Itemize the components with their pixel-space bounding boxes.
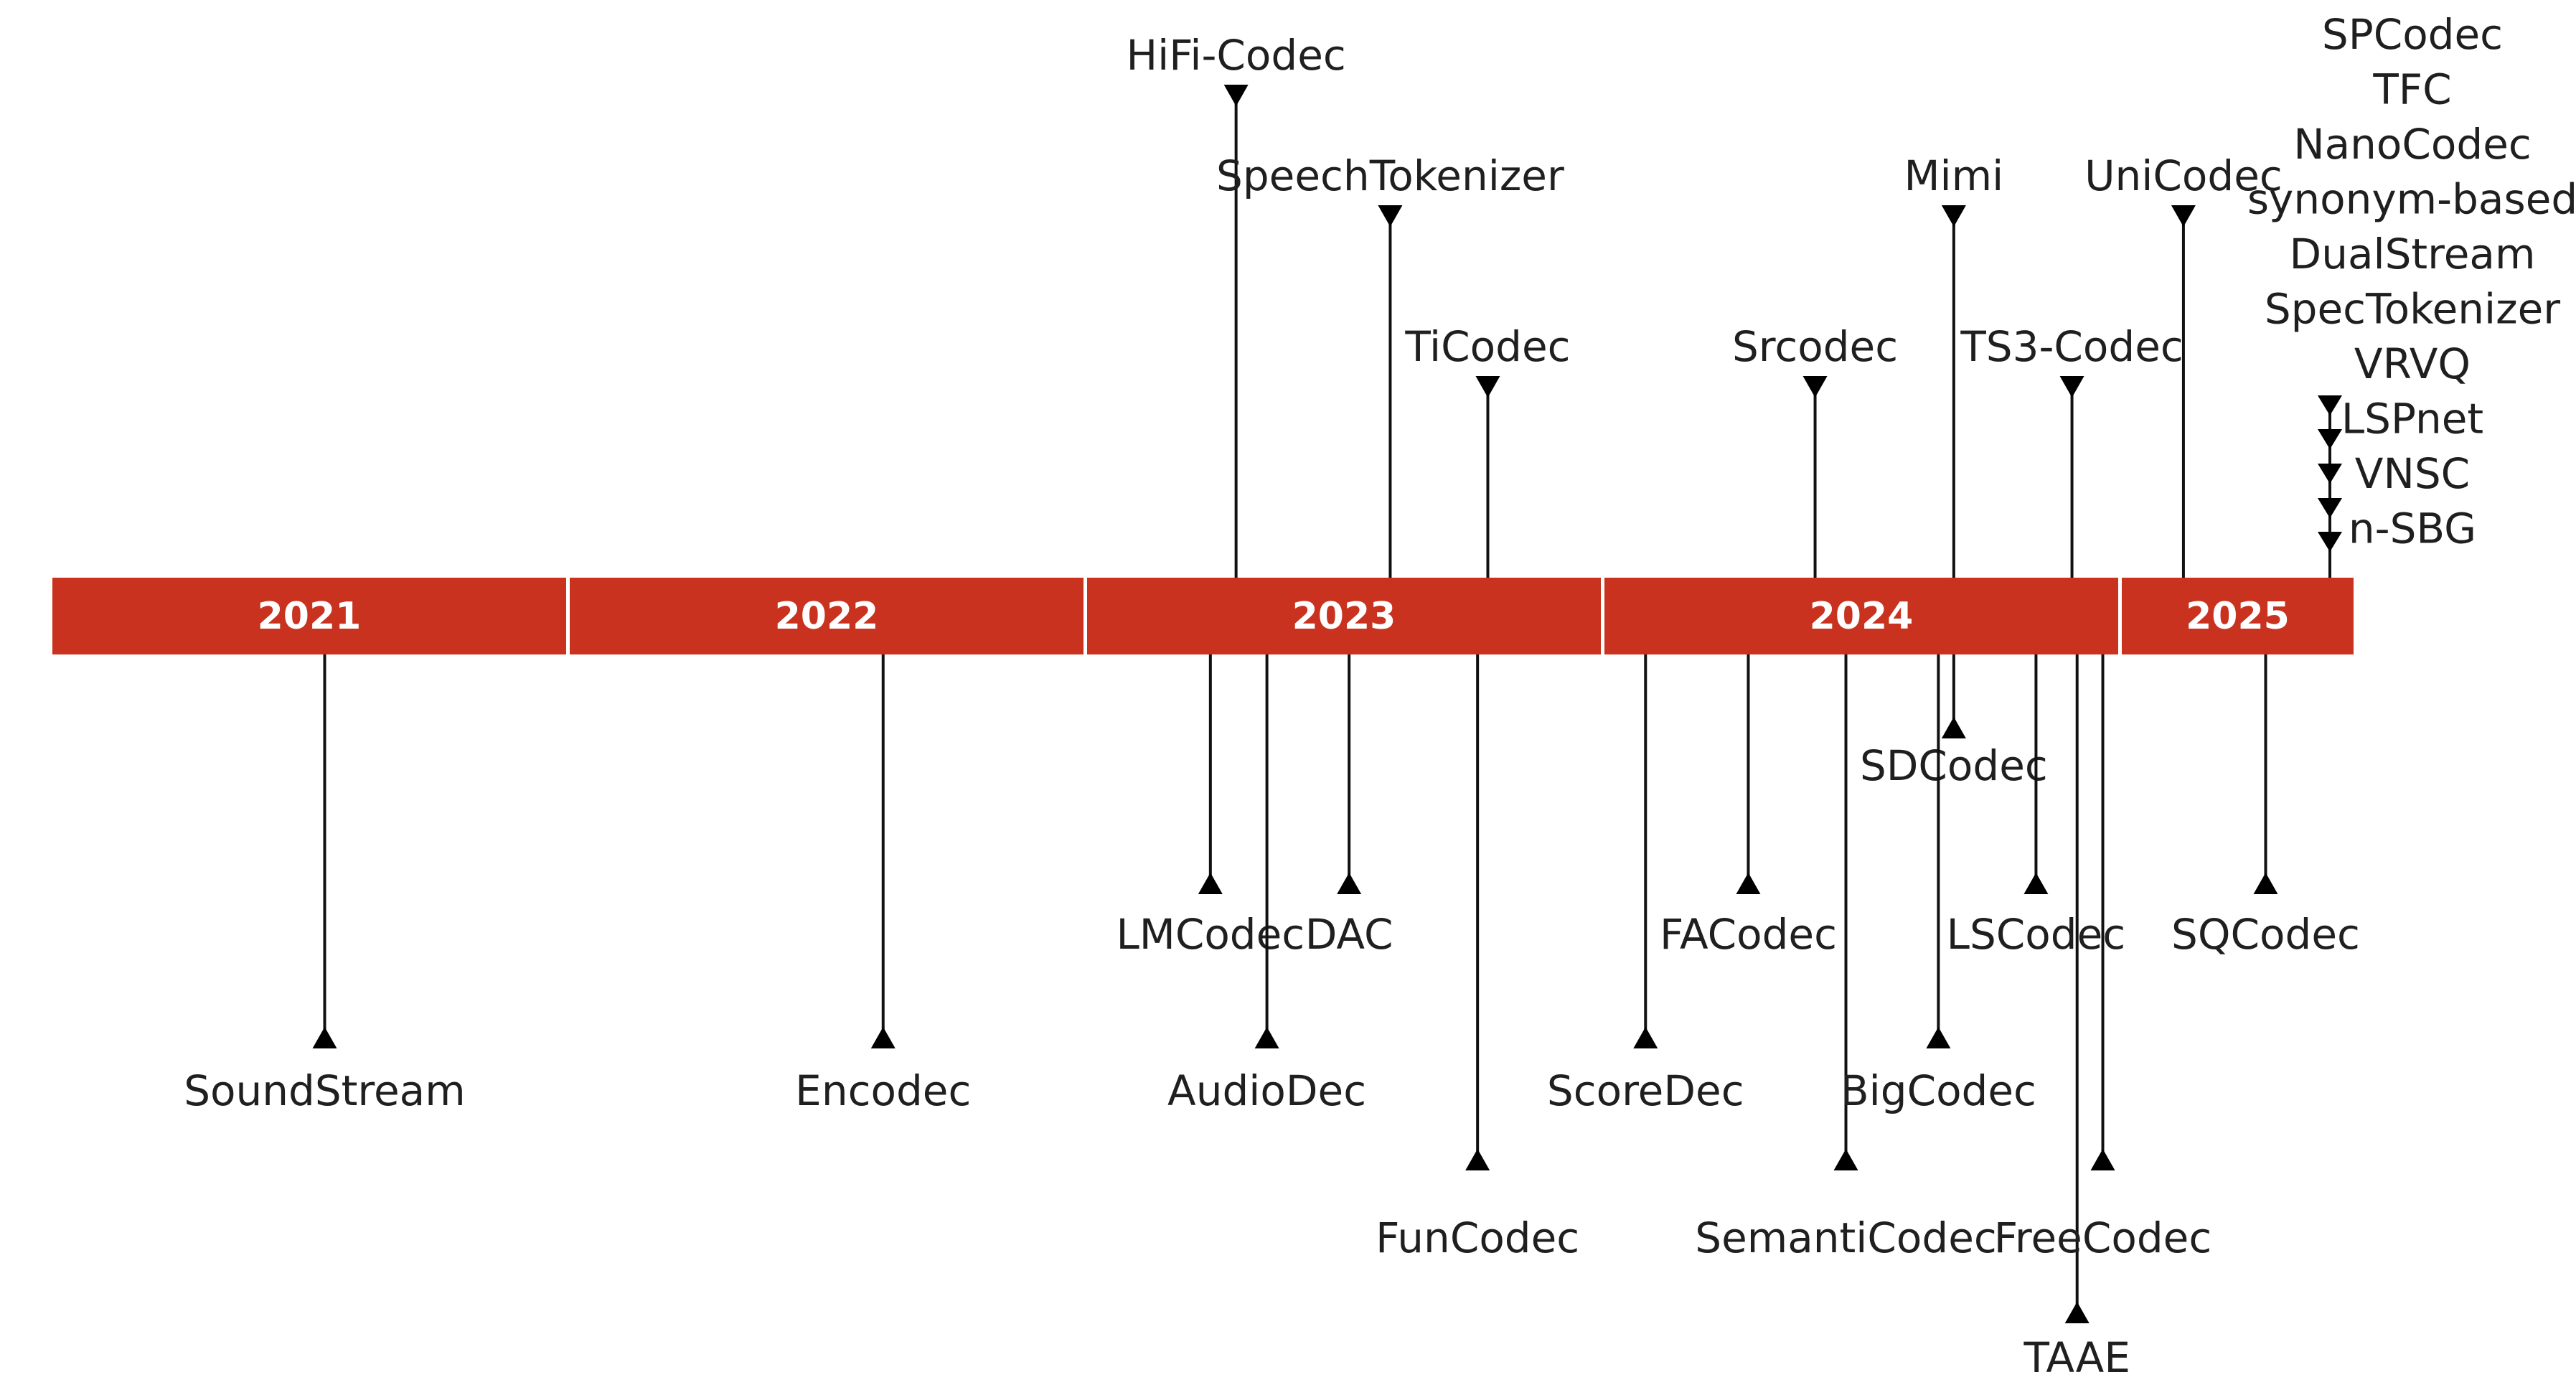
year-segment-2024 xyxy=(1604,578,2118,654)
milestone-label: DAC xyxy=(1305,910,1393,959)
arrow-down-icon xyxy=(2318,498,2342,518)
milestone-audiodec: AudioDec xyxy=(1167,654,1366,1115)
year-segment-2023 xyxy=(1087,578,1601,654)
milestone-label: TAAE xyxy=(2023,1333,2130,1382)
milestone-funcodec: FunCodec xyxy=(1376,654,1579,1262)
arrow-up-icon xyxy=(1465,1149,1490,1170)
milestone-stems: SoundStream Encodec HiFi-Codec LMCodec Audio… xyxy=(184,31,2360,1382)
arrow-down-icon xyxy=(2318,429,2342,449)
arrow-up-icon xyxy=(2090,1149,2115,1170)
milestone-ts3-codec: TS3-Codec xyxy=(1960,322,2184,578)
arrow-up-icon xyxy=(312,1027,337,1048)
year-segment-2021 xyxy=(52,578,566,654)
milestone-label: SQCodec xyxy=(2171,910,2360,959)
arrow-up-icon xyxy=(1833,1149,1858,1170)
arrow-up-icon xyxy=(1736,873,1761,894)
year-label-2023: 2023 xyxy=(1292,595,1396,638)
milestone-label: Mimi xyxy=(1904,151,2003,200)
cluster-label-spectokenizer: SpecTokenizer xyxy=(2265,285,2560,334)
arrow-down-icon xyxy=(2318,464,2342,484)
cluster-label-synonym-based: synonym-based xyxy=(2247,175,2576,224)
year-label-2024: 2024 xyxy=(1810,595,1914,638)
arrow-down-icon xyxy=(1802,376,1828,398)
milestone-mimi: Mimi xyxy=(1904,151,2003,578)
arrow-up-icon xyxy=(1941,717,1966,738)
milestone-ticodec: TiCodec xyxy=(1404,322,1571,578)
arrow-down-icon xyxy=(1223,85,1249,106)
arrow-up-icon xyxy=(2023,873,2049,894)
milestone-label: SemantiCodec xyxy=(1695,1213,1997,1262)
milestone-label: BigCodec xyxy=(1841,1066,2036,1115)
arrow-up-icon xyxy=(1926,1027,1951,1048)
milestone-hifi-codec: HiFi-Codec xyxy=(1126,31,1346,578)
milestone-encodec: Encodec xyxy=(795,654,971,1115)
arrow-up-icon xyxy=(2064,1302,2090,1323)
milestone-semanticodec: SemantiCodec xyxy=(1695,654,1997,1262)
cluster-label-spcodec: SPCodec xyxy=(2322,10,2503,59)
arrow-down-icon xyxy=(2318,532,2342,552)
cluster-2025: SPCodec TFC NanoCodec synonym-based DualStre… xyxy=(2247,10,2576,578)
milestone-soundstream: SoundStream xyxy=(184,654,466,1115)
milestone-label: SoundStream xyxy=(184,1066,466,1115)
milestone-bigcodec: BigCodec xyxy=(1841,654,2036,1115)
milestone-scoredec: ScoreDec xyxy=(1547,654,1744,1115)
cluster-label-vnsc: VNSC xyxy=(2355,449,2470,498)
cluster-label-vrvq: VRVQ xyxy=(2354,339,2471,388)
milestone-unicodec: UniCodec xyxy=(2084,151,2283,578)
arrow-down-icon xyxy=(1378,205,1403,227)
cluster-label-n-sbg: n-SBG xyxy=(2349,504,2476,553)
arrow-down-icon xyxy=(2171,205,2196,227)
year-segment-2025 xyxy=(2122,578,2354,654)
arrow-up-icon xyxy=(2253,873,2278,894)
cluster-label-lspnet: LSPnet xyxy=(2341,395,2483,443)
milestone-label: FunCodec xyxy=(1376,1213,1579,1262)
year-bar: 2021 2022 2023 2024 2025 xyxy=(52,578,2354,654)
arrow-up-icon xyxy=(1254,1027,1279,1048)
milestone-label: Encodec xyxy=(795,1066,971,1115)
cluster-label-tfc: TFC xyxy=(2372,65,2451,114)
cluster-label-nanocodec: NanoCodec xyxy=(2293,120,2532,169)
year-segment-2022 xyxy=(570,578,1083,654)
arrow-down-icon xyxy=(1941,205,1966,227)
milestone-label: UniCodec xyxy=(2084,151,2283,200)
milestone-label: TS3-Codec xyxy=(1960,322,2183,371)
milestone-label: SDCodec xyxy=(1860,741,2048,790)
milestone-label: ScoreDec xyxy=(1547,1066,1744,1115)
year-label-2022: 2022 xyxy=(775,595,879,638)
milestone-srcodec: Srcodec xyxy=(1732,322,1898,578)
arrow-up-icon xyxy=(1337,873,1362,894)
milestone-sdcodec: SDCodec xyxy=(1860,654,2048,790)
milestone-label: AudioDec xyxy=(1167,1066,1366,1115)
milestone-label: LSCodec xyxy=(1947,910,2126,959)
milestone-facodec: FACodec xyxy=(1660,654,1837,959)
milestone-freecodec: FreeCodec xyxy=(1994,654,2211,1262)
milestone-dac: DAC xyxy=(1305,654,1393,959)
arrow-up-icon xyxy=(1633,1027,1658,1048)
arrow-down-icon xyxy=(1475,376,1500,398)
milestone-label: FACodec xyxy=(1660,910,1837,959)
milestone-label: TiCodec xyxy=(1404,322,1570,371)
milestone-taae: TAAE xyxy=(2023,654,2130,1382)
arrow-up-icon xyxy=(870,1027,896,1048)
milestone-sqcodec: SQCodec xyxy=(2171,654,2360,959)
milestone-lmcodec: LMCodec xyxy=(1116,654,1305,959)
milestone-label: FreeCodec xyxy=(1994,1213,2211,1262)
year-label-2021: 2021 xyxy=(258,595,362,638)
milestone-label: LMCodec xyxy=(1116,910,1305,959)
cluster-label-dualstream: DualStream xyxy=(2290,230,2536,278)
milestone-lscodec: LSCodec xyxy=(1947,654,2126,959)
arrow-down-icon xyxy=(2059,376,2084,398)
milestone-label: SpeechTokenizer xyxy=(1216,151,1564,200)
arrow-up-icon xyxy=(1198,873,1223,894)
arrow-down-icon xyxy=(2318,395,2342,416)
milestone-label: Srcodec xyxy=(1732,322,1898,371)
milestone-speechtokenizer: SpeechTokenizer xyxy=(1216,151,1564,578)
year-label-2025: 2025 xyxy=(2186,595,2290,638)
milestone-label: HiFi-Codec xyxy=(1126,31,1345,80)
